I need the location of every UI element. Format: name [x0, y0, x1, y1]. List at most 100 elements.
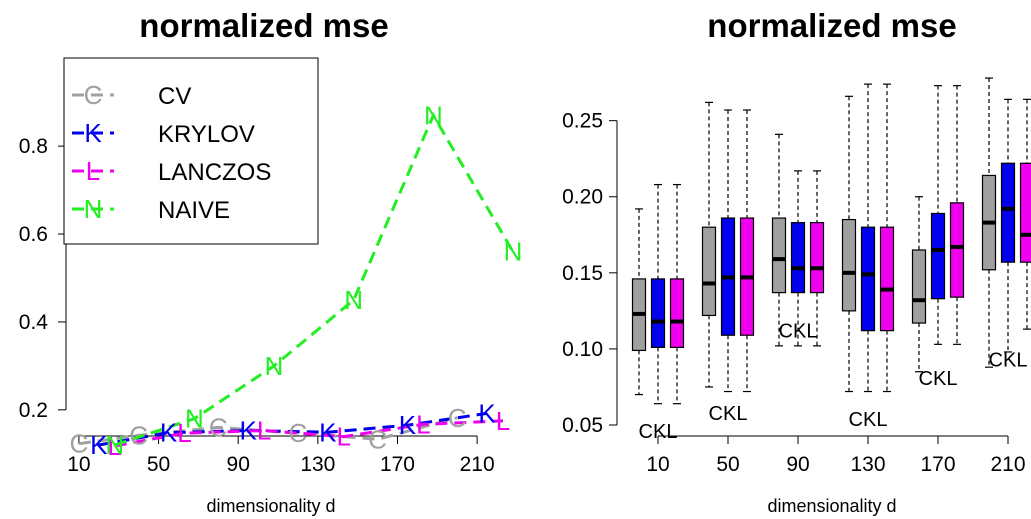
series-line-naive [114, 112, 515, 447]
boxplot-l-170 [949, 85, 965, 345]
box-iqr [809, 222, 825, 294]
box-iqr [701, 226, 717, 317]
box-group-label: CKL [709, 403, 748, 425]
legend-label: KRYLOV [158, 121, 255, 148]
left-y-axis: 0.2 0.4 0.6 0.8 [19, 135, 67, 422]
right-x-tick-label: 10 [646, 453, 669, 476]
left-x-tick-label: 50 [147, 453, 170, 476]
box-iqr [879, 226, 895, 332]
left-chart-title: normalized mse [139, 7, 388, 44]
series-marker-lanczos: L [336, 422, 350, 452]
box-iqr [841, 218, 857, 312]
boxplot-k-210 [1000, 98, 1016, 353]
left-y-tick-label: 0.6 [19, 223, 48, 246]
box-group-label: CKL [989, 350, 1028, 372]
legend-label: LANCZOS [158, 159, 271, 186]
box-group-labels: CKL CKL CKL CKL CKL CKL [639, 321, 1028, 443]
left-x-tick-label: 210 [460, 453, 495, 476]
right-x-tick-label: 210 [990, 453, 1025, 476]
boxplots [631, 77, 1031, 405]
series-marker-lanczos: L [496, 406, 510, 436]
right-x-tick-label: 130 [850, 453, 885, 476]
series-marker-krylov: K [90, 430, 108, 460]
left-y-tick-label: 0.4 [19, 311, 49, 334]
box-iqr [669, 278, 685, 348]
series-marker-lanczos: L [108, 431, 122, 461]
boxplot-c-170 [911, 196, 927, 373]
box-iqr [790, 222, 806, 294]
series-marker-naive: N [185, 404, 204, 434]
right-y-tick-label: 0.05 [562, 414, 603, 437]
right-y-tick-label: 0.25 [562, 110, 603, 133]
series-marker-krylov: K [399, 410, 417, 440]
series-marker-naive: N [265, 351, 284, 381]
series-marker-cv: C [70, 429, 89, 459]
legend-label: CV [158, 83, 191, 110]
series-marker-cv: C [209, 412, 228, 442]
left-x-tick-label: 10 [67, 453, 90, 476]
left-x-tick-label: 170 [380, 453, 415, 476]
right-y-tick-label: 0.15 [562, 262, 603, 285]
boxplot-l-210 [1019, 98, 1031, 330]
box-iqr [650, 278, 666, 348]
boxplot-k-90 [790, 170, 806, 347]
boxplot-k-170 [930, 85, 946, 345]
right-chart-title: normalized mse [707, 7, 956, 44]
boxplot-l-50 [739, 109, 755, 393]
right-x-tick-label: 90 [786, 453, 809, 476]
boxplot-l-10 [669, 183, 685, 405]
series-marker-krylov: K [319, 417, 337, 447]
boxplot-l-130 [879, 83, 895, 393]
boxplot-c-130 [841, 95, 857, 393]
box-iqr [930, 212, 946, 300]
boxplot-l-90 [809, 170, 825, 347]
legend-label: NAIVE [158, 197, 230, 224]
box-iqr [949, 202, 965, 298]
series-line-lanczos [114, 419, 504, 448]
series-marker-cv: C [129, 420, 148, 450]
boxplot-c-90 [771, 133, 787, 347]
box-iqr [1019, 162, 1031, 263]
legend: C CV K KRYLOV L LANCZOS N NAIVE [63, 57, 319, 245]
legend-marker: N [84, 194, 103, 224]
box-iqr [911, 249, 927, 324]
series-marker-krylov: K [160, 418, 178, 448]
left-series-lines [78, 112, 515, 448]
right-x-axis-label: dimensionality d [767, 496, 896, 516]
left-x-tick-label: 90 [227, 453, 250, 476]
right-x-tick-label: 50 [716, 453, 739, 476]
series-marker-lanczos: L [416, 409, 430, 439]
right-x-axis: 10 50 90 130 170 210 [646, 435, 1026, 476]
box-group-label: CKL [919, 368, 958, 390]
left-x-tick-label: 130 [300, 453, 335, 476]
box-iqr [771, 217, 787, 294]
series-marker-naive: N [504, 237, 523, 267]
left-y-tick-label: 0.8 [19, 135, 48, 158]
series-marker-krylov: K [239, 415, 257, 445]
right-chart: normalized mse 0.05 0.10 0.15 0.20 0.25 10 50… [562, 7, 1031, 516]
series-marker-cv: C [368, 424, 387, 454]
boxplot-c-50 [701, 101, 717, 388]
series-marker-naive: N [424, 100, 443, 130]
series-marker-cv: C [289, 418, 308, 448]
series-marker-krylov: K [478, 398, 496, 428]
right-x-tick-label: 170 [920, 453, 955, 476]
series-marker-lanczos: L [257, 415, 271, 445]
right-y-tick-label: 0.20 [562, 186, 603, 209]
boxplot-c-210 [981, 77, 997, 368]
series-marker-cv: C [448, 403, 467, 433]
boxplot-k-130 [860, 83, 876, 393]
legend-box [63, 57, 319, 245]
legend-marker: C [84, 80, 103, 110]
series-marker-naive: N [105, 430, 124, 460]
left-x-axis-label: dimensionality d [206, 496, 335, 516]
boxplot-k-50 [720, 109, 736, 393]
box-group-label: CKL [639, 421, 678, 443]
box-iqr [1000, 162, 1016, 263]
legend-marker: L [86, 156, 100, 186]
box-group-label: CKL [779, 321, 818, 343]
series-marker-lanczos: L [177, 418, 191, 448]
boxplot-k-10 [650, 183, 666, 405]
box-iqr [860, 226, 876, 332]
